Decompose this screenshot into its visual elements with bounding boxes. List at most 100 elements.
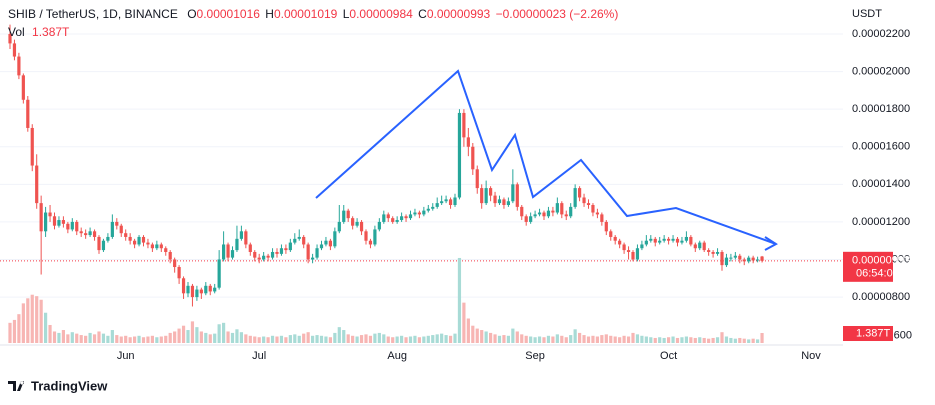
candle-body <box>724 257 729 266</box>
countdown-label: 06:54:05 <box>856 268 899 280</box>
volume-bar <box>386 336 390 343</box>
candle-body <box>92 231 97 237</box>
candle-body <box>462 112 466 138</box>
volume-bar <box>84 335 88 343</box>
candle-body <box>711 251 715 254</box>
volume-bar <box>141 337 146 343</box>
volume-bar <box>622 335 626 343</box>
volume-bar <box>573 329 577 343</box>
candle-body <box>35 165 39 204</box>
candle-body <box>493 195 497 204</box>
candle-body <box>377 221 381 230</box>
y-tick-label: 0.00001600 <box>852 141 910 153</box>
y-tick-label: 0.00000800 <box>852 291 910 303</box>
volume-bar <box>604 334 608 343</box>
y-tick-label: 0.00002000 <box>852 65 910 77</box>
x-tick-label: Sep <box>525 350 545 362</box>
volume-bar <box>720 332 724 343</box>
volume-bar <box>244 334 248 343</box>
candle-body <box>186 285 190 294</box>
volume-bar <box>631 332 635 343</box>
candle-body <box>239 231 243 239</box>
candle-body <box>551 210 555 213</box>
volume-bar <box>511 328 515 343</box>
candle-body <box>684 236 688 241</box>
candle-body <box>595 212 599 215</box>
trend-drawing <box>315 69 777 245</box>
volume-bar <box>35 296 39 343</box>
volume-bar <box>133 336 137 343</box>
volume-bar <box>235 329 239 343</box>
volume-pane <box>8 257 764 343</box>
volume-bar <box>319 335 324 343</box>
volume-bar <box>653 337 657 343</box>
volume-bar <box>426 335 430 343</box>
candle-body <box>30 127 34 166</box>
candle-body <box>649 238 653 241</box>
candle-body <box>400 216 404 221</box>
volume-bar <box>106 335 110 343</box>
volume-bar <box>270 335 275 343</box>
volume-bar <box>159 336 163 343</box>
candle-body <box>137 236 141 245</box>
volume-bar <box>756 339 760 343</box>
volume-bar <box>351 335 355 343</box>
candle-body <box>693 244 697 249</box>
candle-body <box>244 231 248 245</box>
candle-body <box>391 218 395 222</box>
ohlc-label: C <box>418 7 427 21</box>
candle-body <box>586 203 591 206</box>
grid <box>0 33 843 298</box>
volume-bar <box>702 337 706 343</box>
volume-bar <box>333 332 337 343</box>
candle-body <box>760 256 764 261</box>
candles <box>8 24 764 307</box>
candle-body <box>110 221 114 237</box>
volume-bar <box>524 335 528 343</box>
volume-bar <box>471 325 475 343</box>
brand-logo: TradingView <box>8 378 108 393</box>
volume-bar <box>537 336 542 343</box>
candle-body <box>497 199 502 204</box>
volume-bar <box>262 336 266 343</box>
candle-body <box>738 255 742 260</box>
volume-bar <box>413 335 417 343</box>
volume-bar <box>391 337 395 343</box>
candle-body <box>471 146 475 170</box>
candle-body <box>618 240 622 245</box>
candle-body <box>537 212 542 215</box>
volume-bar <box>342 330 346 343</box>
candle-body <box>475 169 479 189</box>
candle-body <box>8 34 12 44</box>
candle-body <box>689 236 693 245</box>
candle-body <box>444 199 448 202</box>
x-tick-label: Jun <box>117 350 135 362</box>
volume-bar <box>520 334 524 343</box>
volume-bar <box>684 336 688 343</box>
candle-body <box>667 238 671 241</box>
volume-bar <box>667 337 671 343</box>
trend-arrow <box>764 236 778 251</box>
candle-body <box>382 214 386 222</box>
volume-bar <box>502 335 506 343</box>
volume-bar <box>493 334 497 343</box>
volume-bar <box>97 331 101 343</box>
candle-body <box>386 214 390 219</box>
candle-body <box>119 225 123 234</box>
last-price-label: 0.00000993 <box>852 255 910 267</box>
candle-body <box>351 218 355 226</box>
candle-body <box>106 236 110 241</box>
candle-body <box>342 210 346 222</box>
candle-body <box>328 240 332 247</box>
volume-bar <box>751 338 755 343</box>
candle-body <box>662 238 666 241</box>
volume-bar <box>457 257 462 343</box>
volume-bar <box>698 337 702 343</box>
volume-bar <box>747 339 751 343</box>
candle-body <box>230 250 235 258</box>
volume-bar <box>146 336 150 343</box>
volume-bar <box>377 332 381 343</box>
candle-body <box>133 240 137 245</box>
volume-bar <box>551 336 555 343</box>
candle-body <box>555 203 559 213</box>
